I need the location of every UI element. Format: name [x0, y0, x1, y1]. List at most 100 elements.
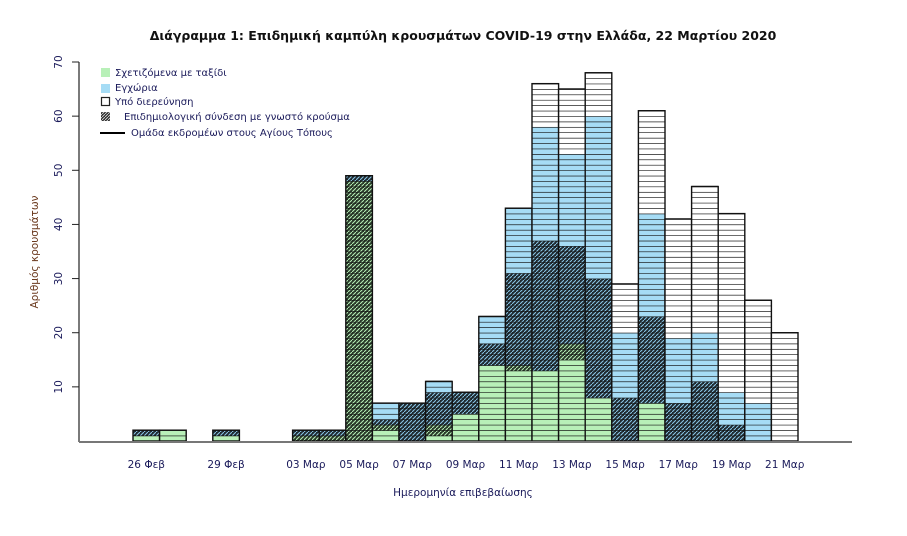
bar-stack [717, 212, 746, 442]
bar-cell-local_linked [399, 435, 426, 441]
bar-cell-travel [505, 413, 532, 420]
bar-cell-local_linked [611, 403, 639, 409]
bar-cell-local_linked [691, 408, 719, 414]
bar-cell-investigation [744, 386, 772, 393]
bar-cell-local [744, 424, 772, 431]
bar-cell-travel [452, 435, 479, 441]
bar-cell-local_linked [558, 246, 586, 252]
bar-cell-investigation [558, 137, 586, 144]
bar-cell-travel [478, 419, 506, 425]
bar-cell-travel [505, 403, 532, 409]
bar-cell-local_linked [558, 251, 586, 257]
bar-cell-investigation [665, 332, 692, 339]
bar-cell-travel [558, 403, 586, 409]
bar-cell-local [744, 419, 772, 425]
bar-cell-local [532, 170, 559, 176]
bar-cell-local [558, 159, 586, 165]
bar-cell-local_linked [532, 343, 559, 349]
bar-cell-investigation [638, 116, 665, 122]
bar-cell-investigation [691, 262, 719, 268]
bar-cell-local_linked [585, 283, 612, 290]
bar-cell-local [585, 224, 612, 230]
bar-cell-local [558, 229, 586, 236]
bar-cell-investigation [611, 316, 639, 322]
bar-cell-local_linked [133, 430, 160, 436]
bar-cell-investigation [665, 305, 692, 312]
bar-cell-investigation [665, 311, 692, 317]
chart-title: Διάγραμμα 1: Επιδημική καμπύλη κρουσμάτω… [150, 28, 777, 43]
bar-cell-local_linked [585, 359, 612, 366]
bar-cell-local [638, 229, 665, 236]
bar-cell-investigation [691, 311, 719, 317]
bar-cell-investigation [638, 197, 665, 203]
bar-cell-local [638, 305, 665, 312]
bar-cell-travel_linked [345, 413, 373, 420]
bar-cell-investigation [718, 300, 745, 306]
bar-cell-travel_linked [345, 262, 373, 268]
bar-cell-local [611, 359, 639, 366]
bar-cell-travel_linked [345, 424, 373, 431]
y-tick-label: 70 [53, 55, 65, 68]
bar-cell-local_linked [691, 419, 719, 425]
bar-cell-travel_linked [558, 354, 586, 360]
bar-cell-investigation [718, 246, 745, 252]
bar-cell-local_linked [532, 354, 559, 360]
bar-cell-investigation [691, 278, 719, 284]
bar-stack [637, 110, 666, 442]
bar-cell-investigation [771, 348, 798, 355]
bar-cell-investigation [665, 262, 692, 268]
bar-cell-investigation [718, 229, 745, 236]
bar-cell-travel_linked [345, 305, 373, 312]
bar-cell-travel [505, 430, 532, 436]
bar-cell-local_linked [558, 327, 586, 333]
bar-cell-investigation [558, 116, 586, 122]
y-tick-label: 20 [53, 326, 65, 339]
bar-cell-local [558, 154, 586, 160]
bar-cell-travel [159, 435, 187, 441]
bar-cell-investigation [718, 376, 745, 382]
bar-cell-investigation [771, 419, 798, 425]
bar-cell-travel_linked [345, 191, 373, 198]
bar-cell-investigation [771, 424, 798, 431]
bar-cell-local [691, 359, 719, 366]
bar-cell-local [638, 256, 665, 263]
x-tick-label: 29 Φεβ [207, 459, 244, 471]
bar-cell-investigation [665, 300, 692, 306]
bar-cell-travel_linked [345, 408, 373, 414]
bar-cell-local [558, 208, 586, 214]
y-tick-label: 30 [53, 272, 65, 285]
bar-cell-local_linked [292, 430, 320, 436]
bar-cell-investigation [691, 300, 719, 306]
bar-cell-travel [425, 435, 453, 441]
bar-cell-local_linked [585, 365, 612, 371]
bar-cell-local [665, 381, 692, 387]
bar-cell-travel_linked [345, 251, 373, 257]
bar-cell-travel [558, 430, 586, 436]
bar-cell-local_linked [532, 311, 559, 317]
bar-cell-investigation [691, 283, 719, 290]
bar-cell-investigation [718, 273, 745, 279]
bar-cell-local_linked [532, 316, 559, 322]
bar-cell-local [532, 154, 559, 160]
bar-cell-investigation [611, 327, 639, 333]
bar-cell-local_linked [585, 278, 612, 284]
legend: Σχετιζόμενα με ταξίδι Εγχώρια Υπό διερεύ… [100, 67, 350, 139]
bar-cell-travel [505, 424, 532, 431]
bar-cell-local [638, 235, 665, 241]
bar-cell-investigation [611, 305, 639, 312]
bar-cell-local [585, 186, 612, 192]
bar-cell-local [585, 267, 612, 274]
bar-cell-investigation [665, 273, 692, 279]
bar-cell-local [532, 191, 559, 198]
bar-cell-investigation [718, 386, 745, 393]
bar-cell-local [372, 413, 399, 420]
bar-cell-local_linked [718, 430, 745, 436]
bar-cell-local [718, 408, 745, 414]
bar-cell-local_linked [585, 348, 612, 355]
bar-stack [132, 429, 161, 442]
bar-cell-investigation [638, 137, 665, 144]
bar-cell-local [665, 386, 692, 393]
bar-cell-local [611, 332, 639, 339]
bar-cell-local_linked [558, 267, 586, 274]
bar-cell-investigation [638, 202, 665, 209]
